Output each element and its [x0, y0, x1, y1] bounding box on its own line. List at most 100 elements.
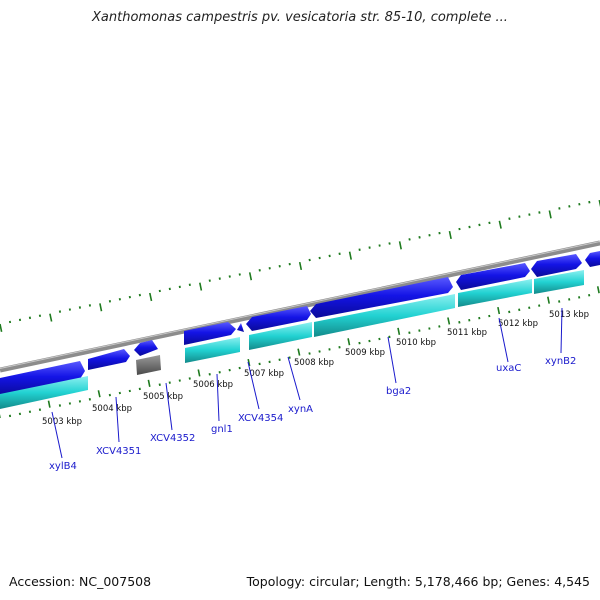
major-tick — [348, 251, 352, 260]
minor-tick — [588, 293, 591, 297]
major-tick — [497, 306, 501, 315]
major-tick — [547, 296, 550, 304]
minor-tick — [328, 254, 331, 258]
minor-tick — [28, 410, 32, 414]
minor-tick — [128, 295, 131, 299]
minor-tick — [478, 223, 481, 227]
gene-XCV4352[interactable] — [134, 340, 158, 356]
kbp-label: 5008 kbp — [294, 358, 334, 368]
minor-tick — [88, 398, 91, 401]
major-tick — [297, 348, 301, 356]
genome-backbone-highlight — [0, 241, 600, 369]
minor-tick — [218, 277, 221, 280]
gene-uxaC-rev[interactable] — [458, 279, 532, 307]
gene-uxaC[interactable] — [456, 263, 530, 290]
gene-XCV4354-fwd[interactable] — [237, 323, 244, 332]
minor-tick — [568, 205, 571, 208]
gene-gnl1[interactable] — [184, 322, 236, 345]
minor-tick — [388, 242, 391, 245]
major-tick — [398, 241, 402, 250]
gene-xylB4-rev[interactable] — [0, 376, 88, 409]
map-title: Xanthomonas campestris pv. vesicatoria s… — [92, 10, 508, 25]
inner-tick-ring — [0, 286, 600, 418]
major-tick — [596, 286, 600, 294]
gene-label-xynA[interactable]: xynA — [288, 404, 313, 415]
kbp-label: 5013 kbp — [549, 310, 589, 320]
gene-next[interactable] — [585, 251, 600, 267]
gene-label-XCV4351[interactable]: XCV4351 — [96, 446, 141, 457]
minor-tick — [578, 202, 581, 206]
minor-tick — [578, 296, 581, 299]
minor-tick — [168, 381, 171, 384]
minor-tick — [178, 379, 181, 382]
reverse-strand — [0, 270, 584, 409]
forward-strand — [0, 251, 600, 396]
major-tick — [247, 358, 251, 367]
gene-bga2[interactable] — [310, 277, 453, 318]
major-tick — [47, 400, 51, 408]
gene-label-xynB2[interactable]: xynB2 — [545, 356, 576, 367]
gene-xylB4[interactable] — [0, 361, 85, 396]
gene-leaders — [51, 307, 563, 459]
gene-XCV4354-rev[interactable] — [249, 322, 312, 350]
major-tick — [347, 338, 351, 346]
minor-tick — [418, 236, 421, 239]
minor-tick — [308, 258, 311, 262]
minor-tick — [58, 310, 62, 313]
gene-xynB2[interactable] — [531, 254, 582, 277]
gene-gnl1-rev[interactable] — [185, 337, 240, 363]
minor-tick — [18, 412, 22, 416]
major-tick — [147, 379, 151, 387]
gene-label-XCV4352[interactable]: XCV4352 — [150, 433, 195, 444]
major-tick — [49, 313, 53, 322]
minor-tick — [228, 368, 231, 372]
gene-label-xylB4[interactable]: xylB4 — [49, 461, 77, 472]
gene-pseudo[interactable] — [136, 355, 161, 375]
minor-tick — [108, 393, 111, 397]
kbp-label: 5009 kbp — [345, 348, 385, 358]
minor-tick — [28, 316, 32, 320]
minor-tick — [408, 238, 411, 241]
gene-xynA[interactable] — [246, 306, 311, 331]
minor-tick — [188, 377, 191, 380]
minor-tick — [378, 337, 381, 341]
minor-tick — [588, 200, 591, 204]
major-tick — [199, 282, 203, 291]
kbp-label: 5005 kbp — [143, 392, 183, 402]
minor-tick — [488, 221, 491, 225]
gene-label-XCV4354[interactable]: XCV4354 — [238, 413, 283, 424]
gene-label-gnl1[interactable]: gnl1 — [211, 424, 233, 435]
major-tick — [498, 220, 502, 229]
kbp-label: 5007 kbp — [244, 369, 284, 379]
gene-XCV4351[interactable] — [88, 349, 130, 370]
major-tick — [0, 323, 3, 332]
accession-label: Accession: NC_007508 — [9, 574, 152, 589]
gene-bga2-rev[interactable] — [314, 294, 455, 337]
major-tick — [99, 303, 103, 312]
minor-tick — [158, 383, 161, 386]
minor-tick — [228, 275, 231, 278]
gene-labels: xylB4 XCV4351 XCV4352 gnl1 XCV4354 xynA … — [49, 356, 576, 472]
minor-tick — [368, 339, 371, 343]
minor-tick — [528, 306, 531, 310]
kbp-label: 5004 kbp — [92, 404, 132, 414]
minor-tick — [208, 279, 211, 282]
gene-label-uxaC[interactable]: uxaC — [496, 363, 521, 374]
minor-tick — [118, 297, 121, 301]
gene-xynB2-rev[interactable] — [534, 270, 584, 294]
minor-tick — [138, 293, 141, 297]
gene-label-bga2[interactable]: bga2 — [386, 386, 411, 397]
major-tick — [448, 230, 452, 240]
minor-tick — [508, 310, 511, 314]
minor-tick — [458, 321, 461, 324]
major-tick — [248, 272, 253, 281]
kbp-label: 5011 kbp — [447, 328, 487, 338]
minor-tick — [318, 256, 321, 260]
minor-tick — [38, 408, 42, 411]
minor-tick — [518, 308, 521, 312]
kbp-label: 5012 kbp — [498, 319, 538, 329]
minor-tick — [318, 350, 321, 353]
minor-tick — [238, 273, 241, 276]
kbp-labels: 5003 kbp 5004 kbp 5005 kbp 5006 kbp 5007… — [42, 310, 589, 427]
